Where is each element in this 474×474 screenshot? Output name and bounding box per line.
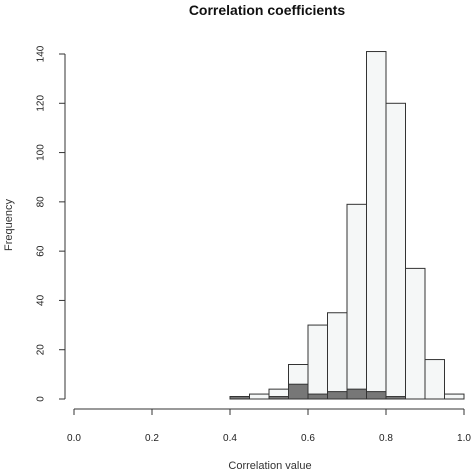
y-tick-label: 80 bbox=[36, 196, 47, 208]
y-tick-label: 40 bbox=[36, 294, 47, 306]
y-tick-label: 140 bbox=[36, 45, 47, 62]
histogram-bar-series-2-bin-4 bbox=[288, 383, 309, 400]
histogram-bar-series-2-bin-7 bbox=[346, 388, 367, 400]
x-tick-label: 0.2 bbox=[145, 433, 159, 444]
y-axis-label: Frequency bbox=[3, 199, 15, 251]
bars-layer bbox=[229, 51, 465, 400]
x-tick-label: 0.6 bbox=[301, 433, 315, 444]
x-tick-label: 0.4 bbox=[223, 433, 237, 444]
histogram-bar-series-2-bin-6 bbox=[327, 391, 348, 400]
histogram-bar-series-2-bin-9 bbox=[385, 396, 406, 400]
x-tick-label: 0.8 bbox=[379, 433, 393, 444]
histogram-bar-series-1-bin-10 bbox=[405, 267, 426, 400]
chart-title: Correlation coefficients bbox=[189, 2, 346, 18]
y-tick-label: 0 bbox=[36, 396, 47, 402]
histogram-bar-series-1-bin-11 bbox=[424, 359, 445, 400]
x-tick-label: 1.0 bbox=[457, 433, 471, 444]
histogram-bar-series-2-bin-1 bbox=[229, 396, 250, 400]
y-axis: 0 20 40 60 80 100 120 140 bbox=[36, 45, 66, 402]
histogram-bar-series-1-bin-8 bbox=[366, 51, 387, 400]
y-tick-label: 100 bbox=[36, 144, 47, 161]
histogram-bar-series-1-bin-2 bbox=[249, 393, 270, 400]
histogram-bar-series-2-bin-5 bbox=[307, 393, 328, 400]
histogram-bar-series-2-bin-3 bbox=[268, 396, 289, 400]
x-axis-label: Correlation value bbox=[228, 460, 311, 472]
y-tick-label: 20 bbox=[36, 344, 47, 356]
histogram-bar-series-1-bin-12 bbox=[444, 393, 465, 400]
x-tick-label: 0.0 bbox=[67, 433, 81, 444]
x-axis: 0.0 0.2 0.4 0.6 0.8 1.0 bbox=[67, 408, 471, 444]
histogram-bar-series-1-bin-7 bbox=[346, 203, 367, 400]
y-tick-label: 60 bbox=[36, 245, 47, 257]
histogram-bar-series-1-bin-5 bbox=[307, 324, 328, 400]
histogram-bar-series-2-bin-8 bbox=[366, 391, 387, 400]
histogram-bar-series-1-bin-9 bbox=[385, 102, 406, 400]
y-tick-label: 120 bbox=[36, 95, 47, 112]
histogram-bar-series-1-bin-6 bbox=[327, 312, 348, 400]
